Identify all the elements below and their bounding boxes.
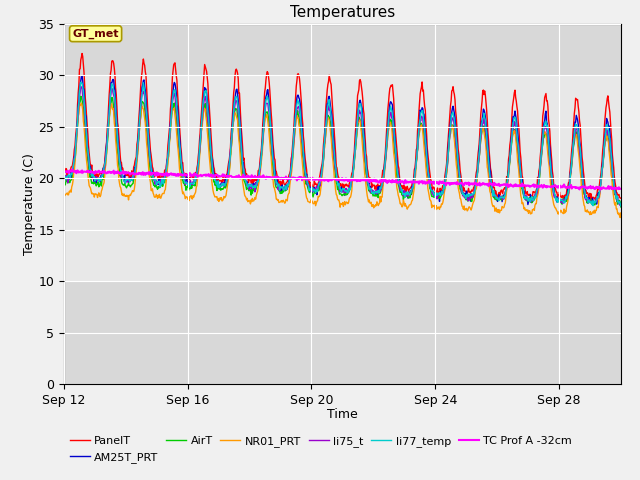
AM25T_PRT — [60, 175, 68, 180]
AM25T_PRT — [81, 101, 88, 107]
NR01_PRT — [617, 210, 625, 216]
TC Prof A -32cm — [511, 182, 518, 188]
PanelT — [376, 184, 384, 190]
AirT — [293, 114, 301, 120]
AM25T_PRT — [376, 184, 384, 190]
Line: AirT: AirT — [64, 96, 621, 207]
Title: Temperatures: Temperatures — [290, 5, 395, 20]
TC Prof A -32cm — [617, 186, 625, 192]
Line: li75_t: li75_t — [64, 86, 621, 205]
AirT — [77, 94, 84, 99]
AirT — [617, 204, 625, 210]
li77_temp — [264, 94, 271, 99]
AM25T_PRT — [78, 72, 86, 78]
li75_t — [81, 111, 88, 117]
Y-axis label: Temperature (C): Temperature (C) — [22, 153, 36, 255]
PanelT — [192, 169, 200, 175]
NR01_PRT — [192, 189, 200, 195]
TC Prof A -32cm — [376, 177, 384, 183]
AirT — [60, 180, 68, 185]
li77_temp — [511, 114, 518, 120]
AirT — [264, 109, 271, 115]
AM25T_PRT — [524, 202, 532, 207]
AirT — [511, 127, 518, 133]
li77_temp — [192, 174, 200, 180]
li77_temp — [617, 203, 625, 209]
Line: AM25T_PRT: AM25T_PRT — [64, 75, 621, 204]
li75_t — [376, 188, 384, 194]
li77_temp — [60, 174, 68, 180]
li77_temp — [81, 105, 88, 111]
TC Prof A -32cm — [60, 168, 68, 174]
Line: PanelT: PanelT — [64, 53, 621, 199]
li75_t — [60, 174, 68, 180]
AM25T_PRT — [192, 176, 200, 181]
li77_temp — [376, 184, 384, 190]
TC Prof A -32cm — [192, 172, 200, 178]
li75_t — [192, 178, 200, 184]
AirT — [376, 190, 384, 196]
NR01_PRT — [264, 114, 271, 120]
Text: GT_met: GT_met — [72, 29, 119, 39]
NR01_PRT — [77, 100, 85, 106]
AirT — [81, 121, 88, 127]
X-axis label: Time: Time — [327, 408, 358, 421]
AM25T_PRT — [264, 87, 271, 93]
TC Prof A -32cm — [596, 187, 604, 192]
li75_t — [617, 201, 625, 207]
Legend: PanelT, AM25T_PRT, AirT, NR01_PRT, li75_t, li77_temp, TC Prof A -32cm: PanelT, AM25T_PRT, AirT, NR01_PRT, li75_… — [70, 436, 572, 463]
li77_temp — [77, 79, 84, 85]
Line: TC Prof A -32cm: TC Prof A -32cm — [64, 169, 621, 190]
PanelT — [264, 69, 271, 74]
PanelT — [511, 90, 518, 96]
PanelT — [81, 82, 88, 87]
NR01_PRT — [616, 215, 624, 220]
AM25T_PRT — [293, 95, 301, 101]
AM25T_PRT — [511, 113, 518, 119]
Line: NR01_PRT: NR01_PRT — [64, 103, 621, 217]
PanelT — [617, 195, 625, 201]
PanelT — [60, 166, 68, 172]
NR01_PRT — [511, 130, 518, 136]
li75_t — [264, 100, 271, 106]
li75_t — [293, 106, 301, 112]
TC Prof A -32cm — [293, 178, 301, 183]
PanelT — [560, 196, 568, 202]
PanelT — [293, 78, 301, 84]
NR01_PRT — [293, 113, 301, 119]
li75_t — [616, 203, 624, 208]
NR01_PRT — [81, 132, 88, 138]
TC Prof A -32cm — [264, 175, 271, 180]
Line: li77_temp: li77_temp — [64, 82, 621, 206]
Bar — [64, 75, 621, 281]
NR01_PRT — [376, 193, 384, 199]
li77_temp — [293, 101, 301, 107]
li75_t — [77, 84, 84, 89]
TC Prof A -32cm — [81, 168, 88, 174]
AirT — [192, 180, 200, 186]
PanelT — [78, 50, 86, 56]
li75_t — [511, 119, 518, 125]
NR01_PRT — [60, 190, 68, 195]
TC Prof A -32cm — [68, 167, 76, 172]
AM25T_PRT — [617, 201, 625, 207]
